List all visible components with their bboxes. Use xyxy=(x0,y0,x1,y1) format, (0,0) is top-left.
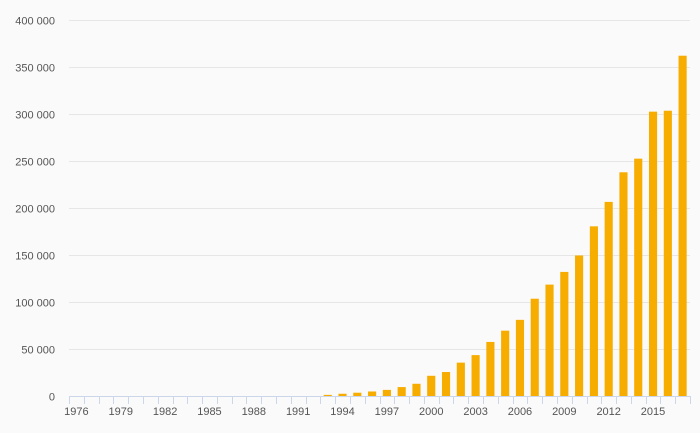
y-tick-label: 150 000 xyxy=(15,251,55,263)
bar xyxy=(648,111,658,397)
y-tick-label: 50 000 xyxy=(21,345,55,357)
bar xyxy=(545,284,554,396)
y-axis-labels: 0 50 000 100 000 150 000 200 000 250 000 300 0… xyxy=(15,16,55,404)
y-tick-label: 250 000 xyxy=(15,157,55,169)
y-tick-label: 200 000 xyxy=(15,204,55,216)
x-tick-label: 1985 xyxy=(197,406,221,418)
bar xyxy=(486,341,495,396)
grid-lines xyxy=(69,20,690,350)
bar xyxy=(382,389,391,396)
x-tick-label: 2006 xyxy=(508,406,532,418)
bar xyxy=(412,383,421,396)
x-tick-label: 2000 xyxy=(419,406,443,418)
x-tick-label: 1988 xyxy=(242,406,266,418)
bar xyxy=(663,110,672,397)
y-tick-label: 400 000 xyxy=(15,16,55,28)
x-axis-labels: 1976 1979 1982 1985 1988 1991 1994 1997 2000 2003… xyxy=(64,406,665,418)
x-tick-label: 1991 xyxy=(286,406,310,418)
y-tick-label: 300 000 xyxy=(15,110,55,122)
x-tick-label: 2012 xyxy=(596,406,620,418)
bar xyxy=(589,226,598,396)
bar xyxy=(456,362,465,396)
y-tick-label: 100 000 xyxy=(15,298,55,310)
bar xyxy=(471,355,480,396)
bar xyxy=(530,298,539,396)
x-tick-label: 2003 xyxy=(463,406,487,418)
bar xyxy=(678,55,687,396)
bar xyxy=(397,387,406,396)
x-tick-label: 1994 xyxy=(330,406,354,418)
bar xyxy=(501,330,510,396)
x-tick-label: 2009 xyxy=(552,406,576,418)
x-axis xyxy=(69,396,691,404)
x-tick-label: 1976 xyxy=(64,406,88,418)
x-tick-label: 2015 xyxy=(641,406,665,418)
y-tick-label: 350 000 xyxy=(15,63,55,75)
bar xyxy=(515,319,525,396)
bar xyxy=(353,392,362,396)
bar xyxy=(368,391,377,396)
bar xyxy=(560,271,569,396)
y-tick-label: 0 xyxy=(49,392,55,404)
bar xyxy=(338,393,347,396)
x-tick-label: 1997 xyxy=(375,406,399,418)
bar xyxy=(441,372,451,396)
bar xyxy=(575,255,584,396)
bar xyxy=(619,172,628,396)
bar xyxy=(323,394,332,396)
x-tick-label: 1979 xyxy=(109,406,133,418)
bar xyxy=(604,201,613,396)
x-tick-label: 1982 xyxy=(153,406,177,418)
bar xyxy=(427,375,436,396)
bars xyxy=(323,55,687,397)
bar xyxy=(634,158,643,396)
